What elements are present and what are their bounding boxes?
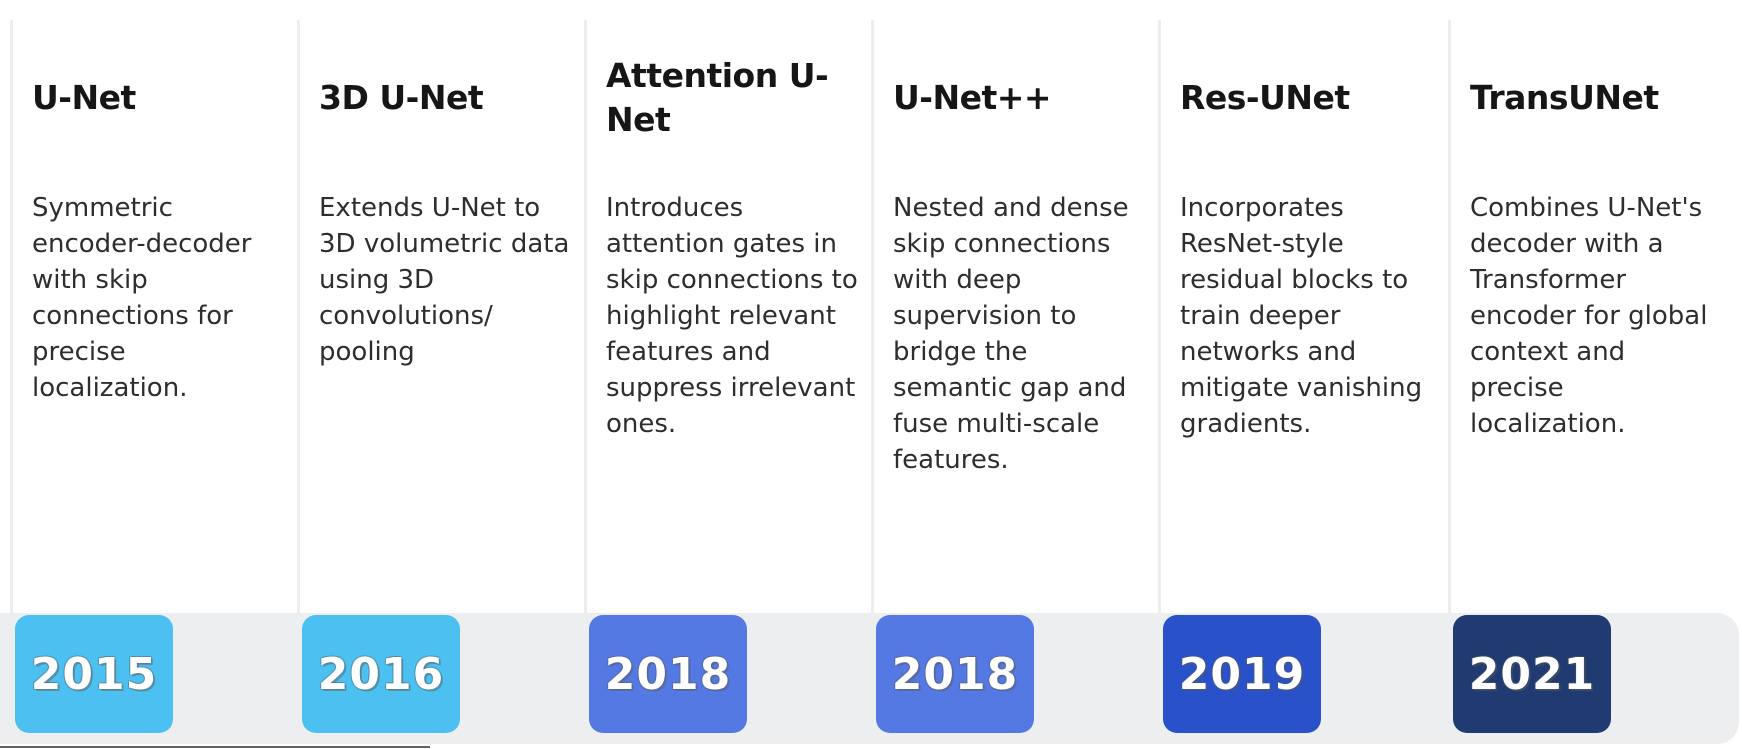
year-label: 2015 <box>30 648 158 700</box>
timeline-column: Attention U-Net Introduces attention gat… <box>584 0 871 615</box>
column-divider <box>1158 20 1161 614</box>
model-description: Extends U-Net to 3D volumetric data usin… <box>319 193 570 367</box>
year-badge: 2021 <box>1453 615 1611 733</box>
column-divider <box>584 20 587 614</box>
year-label: 2018 <box>604 648 732 700</box>
model-title: 3D U-Net <box>319 78 484 117</box>
model-title: U-Net <box>32 78 136 117</box>
model-description: Introduces attention gates in skip conne… <box>606 193 858 439</box>
bottom-edge-line <box>0 746 430 748</box>
column-divider <box>297 20 300 614</box>
model-description: Incorporates ResNet-style residual block… <box>1180 193 1423 439</box>
model-title: Res-UNet <box>1180 78 1350 117</box>
model-description: Combines U-Net's decoder with a Transfor… <box>1470 193 1708 439</box>
year-badge: 2018 <box>876 615 1034 733</box>
year-label: 2021 <box>1468 648 1596 700</box>
model-title: Attention U-Net <box>606 56 829 139</box>
year-badge: 2018 <box>589 615 747 733</box>
year-badge: 2019 <box>1163 615 1321 733</box>
timeline-strip <box>0 613 1739 744</box>
year-label: 2016 <box>317 648 445 700</box>
timeline-column: Res-UNet Incorporates ResNet-style resid… <box>1158 0 1445 615</box>
year-label: 2018 <box>891 648 1019 700</box>
timeline-column: TransUNet Combines U-Net's decoder with … <box>1448 0 1735 615</box>
timeline-column: 3D U-Net Extends U-Net to 3D volumetric … <box>297 0 584 615</box>
timeline-column: U-Net Symmetric encoder-decoder with ski… <box>10 0 297 615</box>
model-title: TransUNet <box>1470 78 1659 117</box>
model-description: Symmetric encoder-decoder with skip conn… <box>32 193 252 403</box>
column-divider <box>10 20 13 614</box>
year-badge: 2015 <box>15 615 173 733</box>
timeline-column: U-Net++ Nested and dense skip connection… <box>871 0 1158 615</box>
year-badge: 2016 <box>302 615 460 733</box>
column-divider <box>871 20 874 614</box>
year-label: 2019 <box>1178 648 1306 700</box>
model-description: Nested and dense skip connections with d… <box>893 193 1129 475</box>
column-divider <box>1448 20 1451 614</box>
model-title: U-Net++ <box>893 78 1052 117</box>
